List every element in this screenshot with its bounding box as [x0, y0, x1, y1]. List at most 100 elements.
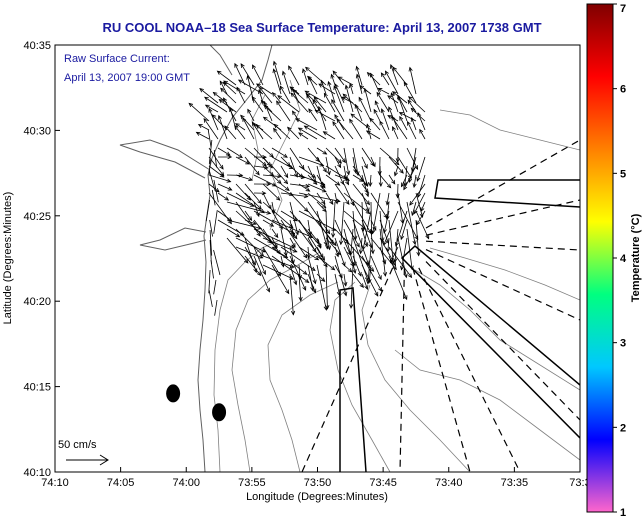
current-vector-head — [371, 162, 376, 168]
current-vector — [360, 237, 363, 254]
colorbar-ticks: 1 2 3 4 5 6 7 — [613, 3, 627, 518]
current-vector-head — [237, 79, 243, 84]
x-axis-label: Longitude (Degrees:Minutes) — [246, 491, 388, 503]
current-vector — [308, 76, 318, 95]
current-vector-head — [248, 177, 254, 182]
current-vector — [379, 147, 400, 165]
current-vector — [356, 74, 363, 95]
current-vector-head — [363, 164, 368, 169]
current-vector-head — [392, 261, 397, 267]
current-vector — [343, 264, 353, 273]
current-vector-head — [340, 180, 345, 186]
current-vector-head — [394, 241, 399, 247]
current-vector — [403, 81, 417, 104]
current-vector-head — [374, 100, 379, 106]
current-vector — [352, 255, 362, 277]
current-vector-head — [342, 93, 348, 99]
current-vector-head — [269, 222, 275, 227]
radar-sector-dashed — [418, 267, 521, 472]
current-vector — [253, 255, 270, 292]
current-vector — [253, 201, 260, 217]
y-tick-label: 40:20 — [23, 296, 51, 308]
current-vector-head — [323, 262, 328, 268]
current-vector-head — [329, 200, 334, 205]
current-vector — [217, 192, 229, 201]
current-vector — [198, 124, 210, 131]
current-vector-head — [291, 243, 296, 248]
current-vector — [208, 169, 216, 192]
current-vector-head — [368, 243, 373, 249]
current-vector-head — [349, 118, 354, 124]
radar-sector-dashed — [425, 139, 580, 229]
current-vector — [295, 118, 318, 131]
current-vector — [307, 273, 316, 293]
current-vector-head — [251, 96, 256, 101]
current-vector-head — [420, 207, 425, 213]
current-vector — [349, 119, 363, 140]
bathymetry-contours — [213, 79, 580, 472]
current-vector — [263, 105, 282, 122]
current-vector-head — [271, 91, 277, 97]
current-vector-head — [370, 72, 374, 78]
current-vector — [409, 183, 426, 206]
current-vector-head — [261, 191, 267, 196]
current-vector-head — [266, 287, 271, 293]
current-vector — [217, 147, 231, 156]
current-vector-head — [336, 291, 341, 297]
current-vector-head — [234, 62, 239, 68]
current-vector — [289, 255, 307, 291]
current-vector-head — [263, 165, 269, 170]
current-vector-head — [199, 88, 204, 93]
current-vector — [208, 147, 224, 170]
current-vector-head — [334, 114, 339, 119]
current-vector — [325, 174, 340, 186]
current-vector — [307, 237, 317, 253]
current-vector — [235, 174, 253, 181]
current-vector — [407, 100, 417, 113]
current-vector — [288, 65, 300, 86]
current-vector-head — [353, 168, 358, 174]
current-vector-head — [348, 250, 354, 256]
current-vector — [313, 96, 327, 113]
y-tick-label: 40:15 — [23, 382, 51, 394]
current-vector-head — [321, 199, 326, 205]
current-vector-head — [364, 285, 369, 291]
current-vector — [251, 96, 264, 113]
current-vector-head — [403, 273, 408, 279]
current-vector — [370, 201, 372, 235]
current-vector — [253, 246, 266, 275]
current-vector — [226, 237, 249, 264]
radar-coverage-box — [400, 245, 580, 439]
current-vector — [332, 201, 336, 238]
current-vector — [280, 228, 287, 256]
current-vector — [401, 174, 408, 187]
current-vector — [325, 147, 342, 164]
current-vector — [376, 92, 390, 113]
current-vector — [298, 264, 301, 279]
current-vector — [262, 165, 274, 177]
annotation-line-1: Raw Surface Current: — [64, 53, 170, 65]
current-vector — [217, 183, 232, 191]
current-vector-head — [349, 304, 354, 309]
current-vector — [226, 147, 243, 158]
current-vector — [210, 259, 214, 279]
current-vector-head — [323, 92, 328, 98]
bathymetry-contour — [414, 269, 580, 391]
current-vector — [274, 124, 291, 140]
x-tick-label: 73:35 — [501, 477, 529, 489]
current-vector-head — [255, 83, 261, 88]
current-vector-head — [391, 179, 396, 185]
current-vector — [271, 147, 288, 158]
bathymetry-contour — [361, 284, 471, 472]
current-vector — [256, 83, 273, 95]
current-vector-head — [253, 268, 258, 274]
current-vector — [316, 264, 327, 311]
current-vector — [271, 183, 294, 196]
current-vector-head — [290, 92, 295, 97]
current-vector — [387, 237, 390, 252]
current-vector — [381, 72, 390, 86]
annotation-line-2: April 13, 2007 19:00 GMT — [64, 72, 190, 84]
current-vector-head — [291, 110, 297, 116]
current-vector-head — [255, 170, 260, 176]
current-vector-head — [395, 193, 400, 199]
